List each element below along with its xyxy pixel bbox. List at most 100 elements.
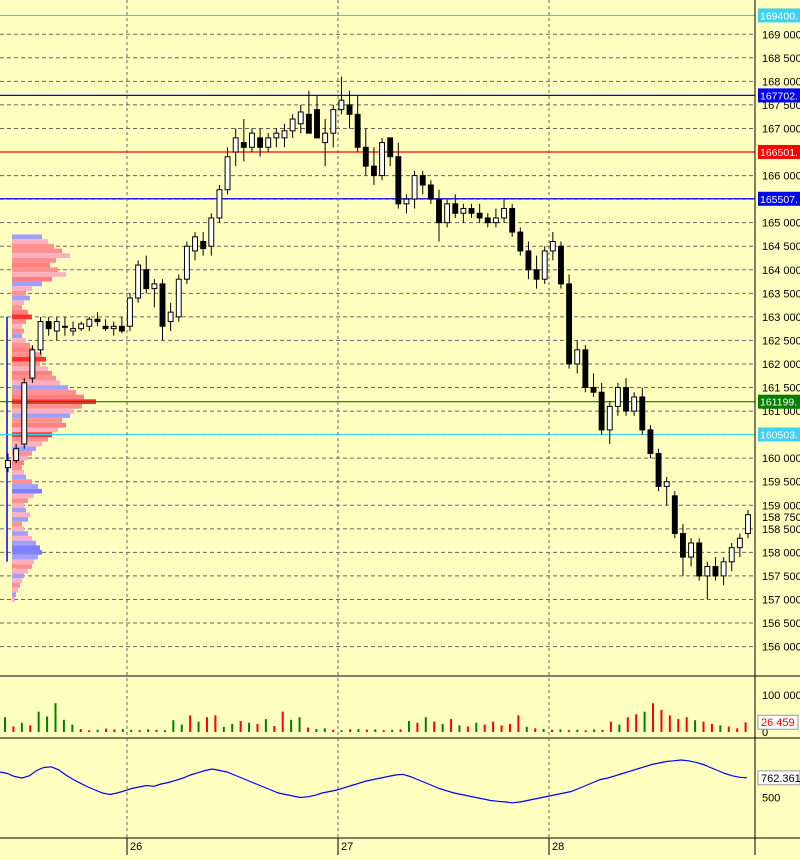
price-panel: 156 000 156 500 157 000 157 500 158 000 158 5… — [0, 8, 800, 654]
volume-profile-bar — [12, 276, 52, 282]
volume-bar — [727, 726, 730, 732]
volume-profile-bar — [12, 290, 26, 296]
candle-body — [5, 460, 11, 469]
volume-bar — [559, 729, 562, 732]
candle-body — [45, 321, 52, 330]
volume-profile-bar — [12, 389, 76, 395]
volume-bar — [685, 717, 688, 732]
volume-bar — [332, 729, 335, 732]
candle-body — [330, 109, 337, 134]
price-tick-label: 156 500 — [762, 618, 800, 630]
candle-body — [86, 318, 93, 327]
price-tick-label: 163 000 — [762, 312, 800, 324]
volume-profile-bar — [12, 347, 34, 353]
candle-body — [623, 387, 629, 412]
volume-profile-bar — [12, 582, 20, 588]
volume-bar — [281, 711, 284, 732]
candle-body — [501, 208, 507, 219]
price-tick-label: 168 500 — [762, 53, 800, 65]
candle-body — [728, 547, 735, 563]
volume-bar — [214, 715, 217, 732]
candle-body — [289, 118, 296, 132]
candle-body — [305, 113, 312, 134]
candle-body — [70, 328, 76, 332]
volume-bar — [88, 730, 91, 732]
volume-profile-bar — [12, 319, 26, 324]
candle-body — [558, 245, 564, 285]
volume-bar — [660, 709, 663, 732]
candle-body — [720, 561, 727, 577]
price-level-box — [758, 394, 800, 409]
volume-bar — [37, 711, 40, 732]
oscillator-line — [0, 759, 748, 804]
volume-bar — [407, 720, 410, 732]
time-axis: 26 27 28 — [126, 838, 564, 855]
candle-body — [631, 396, 638, 412]
volume-bar — [54, 703, 57, 732]
candle-body — [192, 236, 198, 252]
candle-body — [61, 325, 68, 328]
candle-body — [183, 245, 190, 280]
volume-bar — [433, 721, 436, 732]
candle-body — [281, 130, 288, 139]
candle-body — [468, 208, 475, 214]
price-tick-label: 167 000 — [762, 123, 800, 135]
volume-bar — [601, 729, 604, 732]
candle-body — [29, 349, 36, 379]
volume-bar — [20, 722, 23, 732]
volume-bar — [416, 722, 419, 732]
candle-body — [94, 318, 101, 323]
candle-body — [411, 175, 418, 200]
volume-profile-bar — [12, 554, 38, 560]
volume-tick-label: 100 000 — [762, 690, 800, 702]
volume-bar — [104, 728, 107, 732]
volume-profile-bar — [12, 578, 22, 583]
volume-bar — [525, 726, 528, 732]
candle-body — [590, 387, 597, 393]
volume-bar — [4, 717, 6, 732]
volume-bar — [340, 730, 343, 732]
candle-body — [37, 321, 44, 351]
candle-body — [476, 212, 483, 219]
volume-profile-bar — [12, 300, 24, 306]
volume-bar — [273, 726, 276, 732]
candle-body — [78, 323, 85, 330]
candle-body — [346, 104, 353, 115]
price-tick-label: 161 500 — [762, 383, 800, 395]
candle-body — [167, 311, 174, 323]
candle-body — [240, 142, 247, 148]
candle-body — [452, 203, 459, 214]
volume-profile-bar — [12, 479, 32, 485]
candle-body — [224, 156, 231, 191]
volume-profile-bar — [12, 342, 30, 348]
oscillator-panel: 500 762.361 — [0, 759, 800, 805]
volume-bar — [593, 729, 596, 732]
volume-bar — [357, 729, 360, 732]
candle-body — [13, 448, 20, 462]
volume-profile-bar — [12, 408, 74, 414]
volume-bar — [702, 721, 705, 732]
volume-bar — [96, 729, 99, 732]
candle-body — [574, 349, 581, 365]
volume-profile-bar — [12, 526, 24, 532]
volume-profile-bar — [12, 333, 22, 339]
volume-bar — [450, 719, 453, 732]
volume-bar — [113, 729, 116, 732]
volume-bar — [609, 721, 612, 732]
volume-bar — [458, 725, 461, 732]
volume-profile-bar — [12, 239, 48, 244]
price-tick-label: 159 000 — [762, 500, 800, 512]
price-tick-label: 157 500 — [762, 571, 800, 583]
volume-bar — [719, 725, 722, 732]
volume-bar — [736, 728, 739, 732]
candle-body — [216, 189, 223, 219]
volume-bar — [567, 730, 570, 732]
volume-profile-bar — [12, 545, 40, 551]
volume-profile-bar — [12, 356, 46, 362]
price-level-box — [758, 144, 800, 159]
candle-body — [680, 533, 686, 558]
price-tick-label: 167 500 — [762, 100, 800, 112]
price-tick-label: 163 500 — [762, 288, 800, 300]
volume-bar — [551, 729, 554, 732]
price-tick-label: 166 000 — [762, 171, 800, 183]
